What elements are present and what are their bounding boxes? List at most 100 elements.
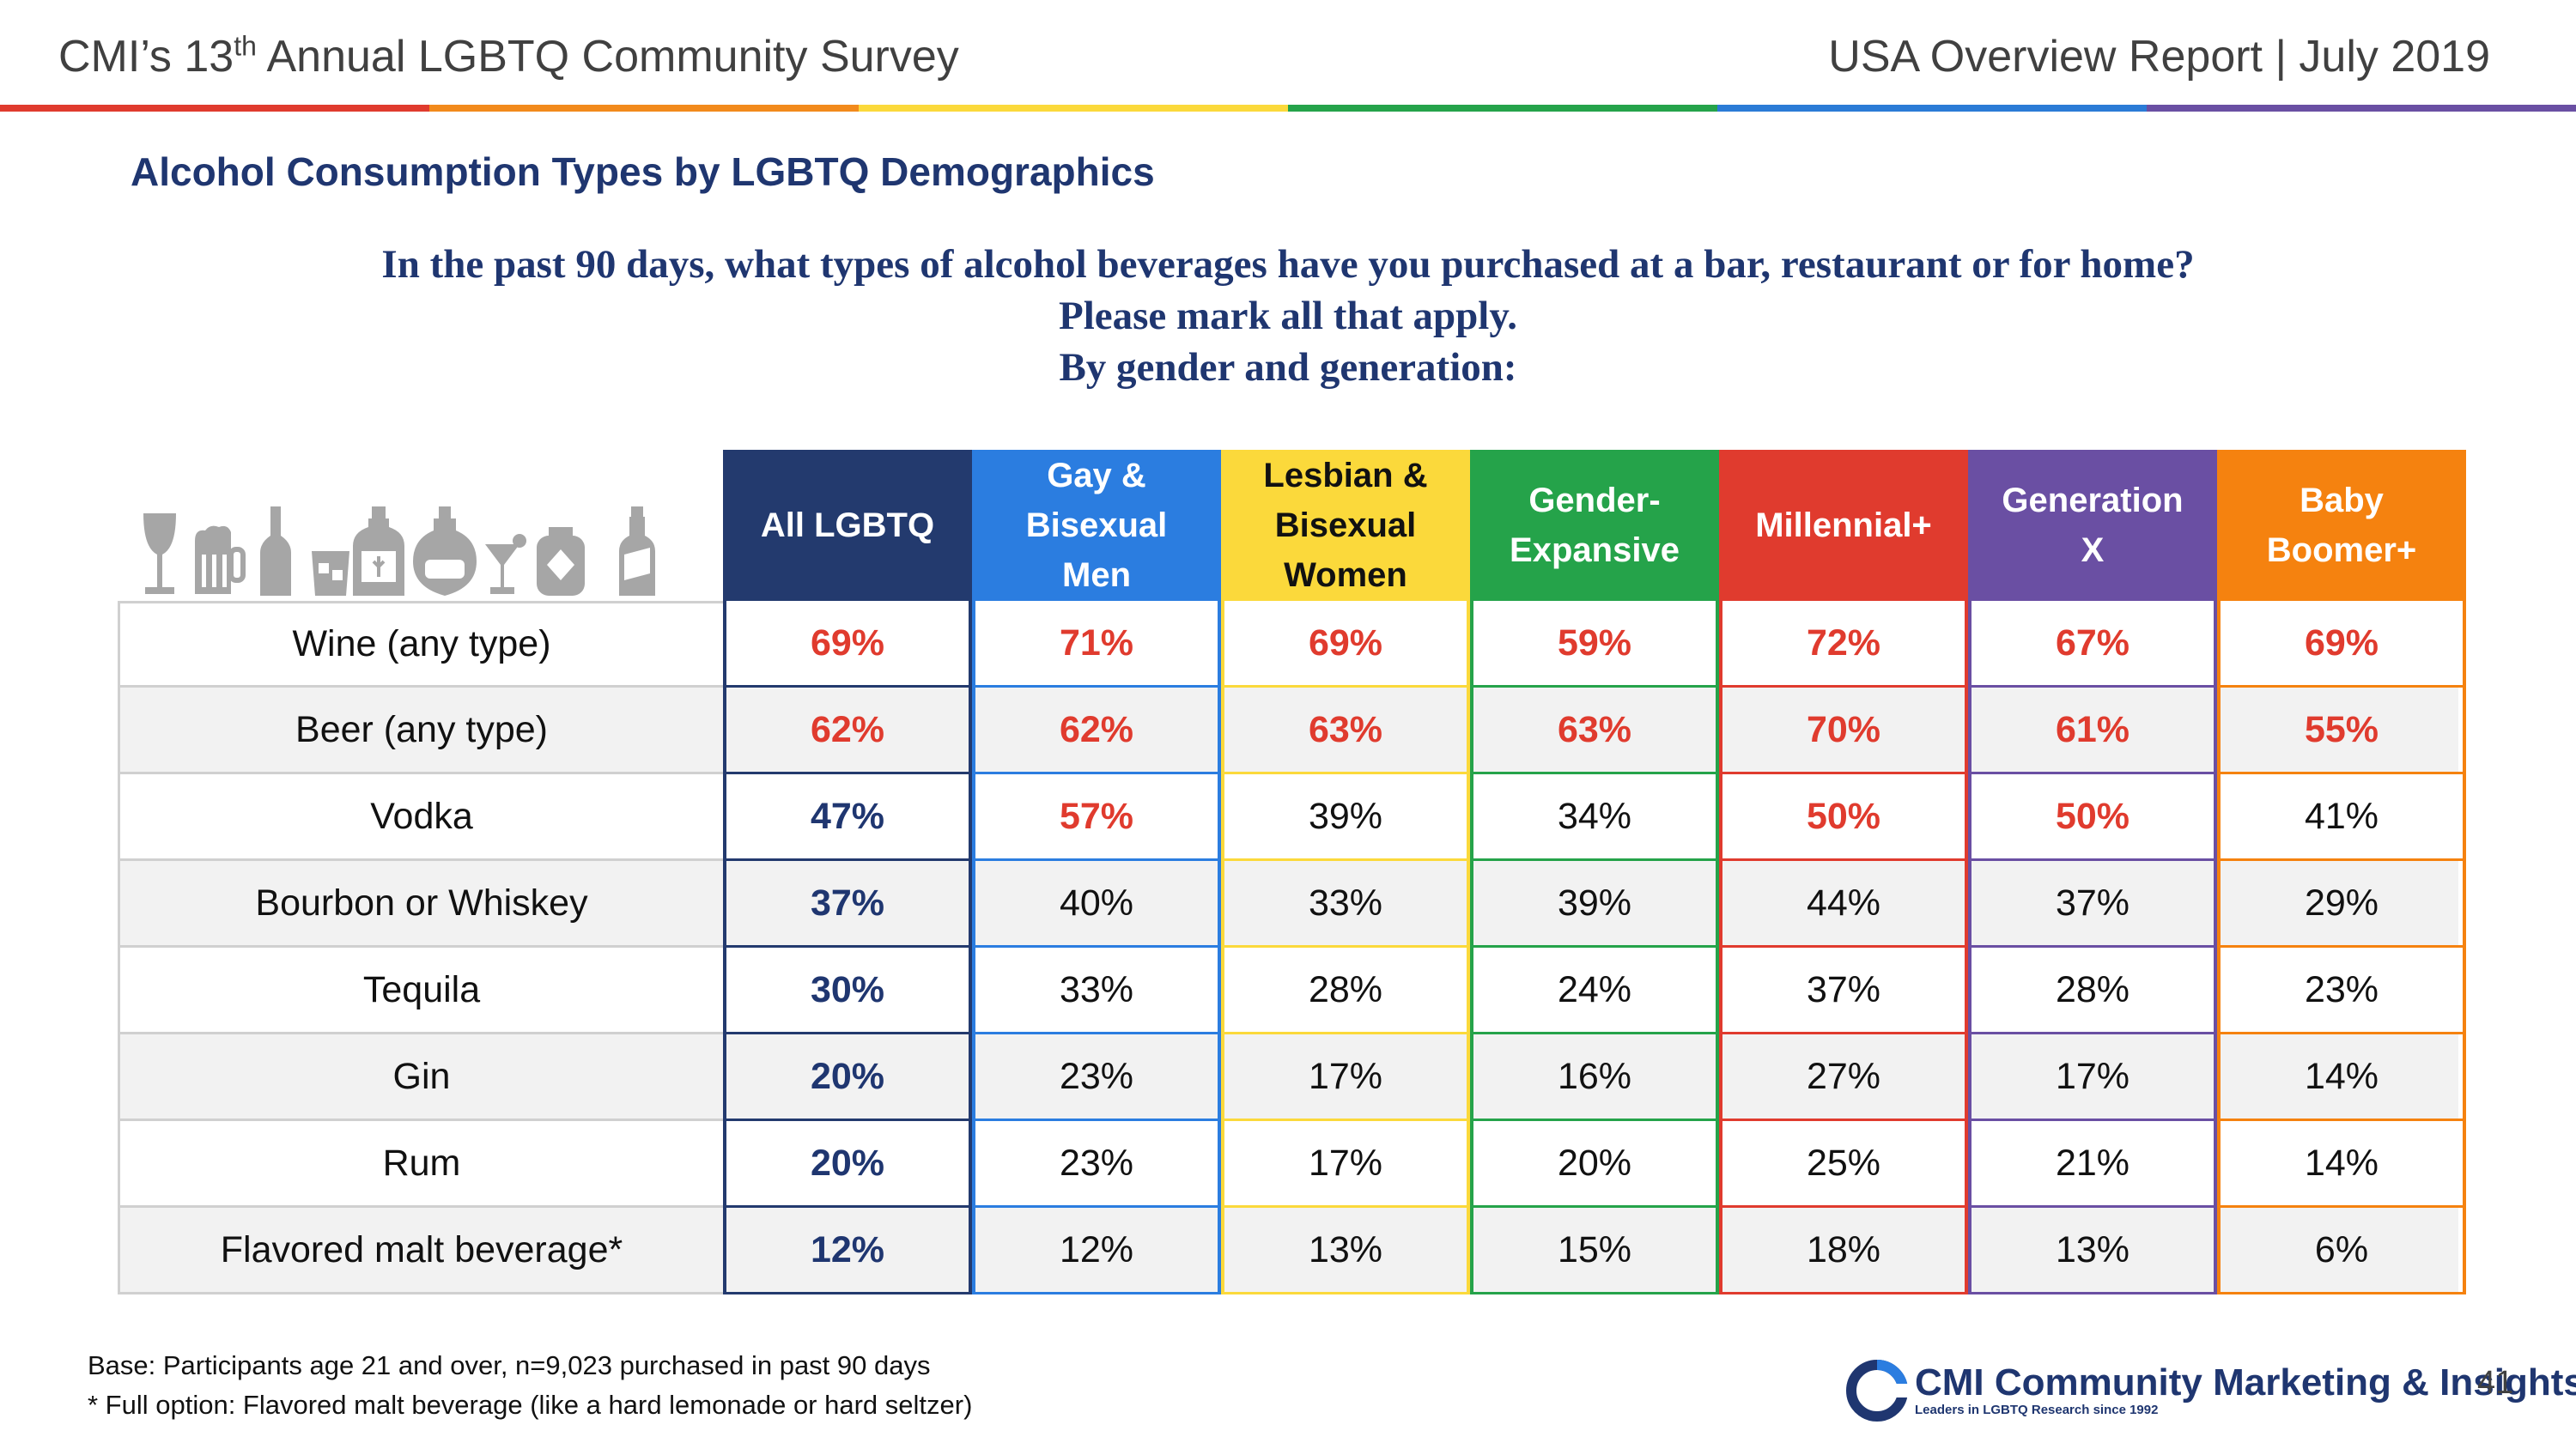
table-cell: 61% <box>1968 688 2217 774</box>
table-cell: 6% <box>2217 1208 2466 1294</box>
table-cell: 50% <box>1968 774 2217 861</box>
page-number: 41 <box>2477 1365 2514 1401</box>
column-border <box>1221 601 1224 1294</box>
table-cell: 23% <box>972 1121 1221 1208</box>
flask-icon <box>537 527 585 596</box>
row-label: Flavored malt beverage* <box>118 1208 723 1294</box>
table-cell: 21% <box>1968 1121 2217 1208</box>
table-cell: 17% <box>1221 1121 1470 1208</box>
table-cell: 37% <box>1719 948 1968 1034</box>
row-label: Tequila <box>118 948 723 1034</box>
table-row: Wine (any type) 69% 71% 69% 59% 72% 67% 69% <box>118 601 2466 688</box>
column-header: Millennial+ <box>1719 450 1968 601</box>
row-label: Rum <box>118 1121 723 1208</box>
column-border <box>2214 601 2217 1294</box>
table-cell: 28% <box>1968 948 2217 1034</box>
table-row: Tequila 30% 33% 28% 24% 37% 28% 23% <box>118 948 2466 1034</box>
table-cell: 57% <box>972 774 1221 861</box>
table-cell: 39% <box>1470 861 1719 948</box>
table-cell: 16% <box>1470 1034 1719 1121</box>
table-row: Gin 20% 23% 17% 16% 27% 17% 14% <box>118 1034 2466 1121</box>
cocktail-glass-icon <box>485 534 526 594</box>
table-cell: 62% <box>723 688 972 774</box>
column-header: Generation X <box>1968 450 2217 601</box>
column-border <box>2463 601 2466 1294</box>
column-header: Gender- Expansive <box>1470 450 1719 601</box>
footnotes: Base: Participants age 21 and over, n=9,… <box>88 1346 972 1425</box>
table-row: Vodka 47% 57% 39% 34% 50% 50% 41% <box>118 774 2466 861</box>
table-cell: 28% <box>1221 948 1470 1034</box>
footnote-full-option: * Full option: Flavored malt beverage (l… <box>88 1390 973 1420</box>
survey-title: CMI’s 13th Annual LGBTQ Community Survey <box>58 30 959 82</box>
rainbow-segment <box>2147 105 2576 112</box>
table-cell: 14% <box>2217 1034 2466 1121</box>
column-border <box>1719 601 1722 1294</box>
table-cell: 20% <box>1470 1121 1719 1208</box>
whiskey-glass-icon <box>312 551 349 596</box>
table-cell: 29% <box>2217 861 2466 948</box>
table-cell: 39% <box>1221 774 1470 861</box>
table-cell: 44% <box>1719 861 1968 948</box>
table-cell: 15% <box>1470 1208 1719 1294</box>
rainbow-segment <box>429 105 859 112</box>
table-cell: 24% <box>1470 948 1719 1034</box>
section-title: Alcohol Consumption Types by LGBTQ Demog… <box>131 149 1155 194</box>
table-cell: 20% <box>723 1034 972 1121</box>
table-cell: 23% <box>2217 948 2466 1034</box>
table-cell: 41% <box>2217 774 2466 861</box>
beer-mug-icon <box>195 525 246 594</box>
table-row: Flavored malt beverage* 12% 12% 13% 15% 18% 13… <box>118 1208 2466 1294</box>
table-cell: 20% <box>723 1121 972 1208</box>
table-cell: 69% <box>1221 601 1470 688</box>
column-header: All LGBTQ <box>723 450 972 601</box>
table-row: Beer (any type) 62% 62% 63% 63% 70% 61% 55% <box>118 688 2466 774</box>
column-header: Baby Boomer+ <box>2217 450 2466 601</box>
column-border <box>1716 601 1719 1294</box>
table-cell: 59% <box>1470 601 1719 688</box>
column-border <box>723 601 726 1294</box>
table-row: Bourbon or Whiskey 37% 40% 33% 39% 44% 37% 29% <box>118 861 2466 948</box>
table-cell: 12% <box>723 1208 972 1294</box>
wine-bottle-icon <box>260 506 291 596</box>
table-cell: 18% <box>1719 1208 1968 1294</box>
question-line: In the past 90 days, what types of alcoh… <box>381 242 2195 287</box>
rainbow-segment <box>1288 105 1717 112</box>
table-cell: 63% <box>1221 688 1470 774</box>
cmi-logo: CMI Community Marketing & Insights Leade… <box>1844 1358 2576 1427</box>
table-cell: 30% <box>723 948 972 1034</box>
table-cell: 69% <box>723 601 972 688</box>
table-cell: 12% <box>972 1208 1221 1294</box>
table-cell: 25% <box>1719 1121 1968 1208</box>
perfume-bottle-icon <box>413 506 477 596</box>
table-cell: 33% <box>1221 861 1470 948</box>
report-title: USA Overview Report | July 2019 <box>1828 32 2490 82</box>
cmi-logo-text: CMI Community Marketing & Insights <box>1915 1361 2576 1404</box>
table-cell: 40% <box>972 861 1221 948</box>
table-bottom-border <box>118 1292 723 1294</box>
liquor-bottle-icon <box>353 506 404 596</box>
table-cell: 34% <box>1470 774 1719 861</box>
column-border <box>1965 601 1968 1294</box>
rainbow-segment <box>0 105 429 112</box>
column-header: Gay & Bisexual Men <box>972 450 1221 601</box>
footnote-base: Base: Participants age 21 and over, n=9,… <box>88 1350 931 1380</box>
column-border <box>969 601 972 1294</box>
table-cell: 69% <box>2217 601 2466 688</box>
question-line: By gender and generation: <box>1059 345 1517 390</box>
cmi-logo-mark-icon <box>1846 1360 1910 1422</box>
table-cell: 17% <box>1968 1034 2217 1121</box>
table-cell: 14% <box>2217 1121 2466 1208</box>
row-label: Gin <box>118 1034 723 1121</box>
survey-question: In the past 90 days, what types of alcoh… <box>0 239 2576 393</box>
table-cell: 47% <box>723 774 972 861</box>
table-cell: 50% <box>1719 774 1968 861</box>
table-cell: 17% <box>1221 1034 1470 1121</box>
table-cell: 13% <box>1221 1208 1470 1294</box>
table-cell: 33% <box>972 948 1221 1034</box>
rainbow-divider <box>0 105 2576 112</box>
row-label: Bourbon or Whiskey <box>118 861 723 948</box>
table-cell: 37% <box>723 861 972 948</box>
column-border <box>1470 601 1473 1294</box>
alcohol-icons <box>142 506 691 601</box>
table-cell: 13% <box>1968 1208 2217 1294</box>
